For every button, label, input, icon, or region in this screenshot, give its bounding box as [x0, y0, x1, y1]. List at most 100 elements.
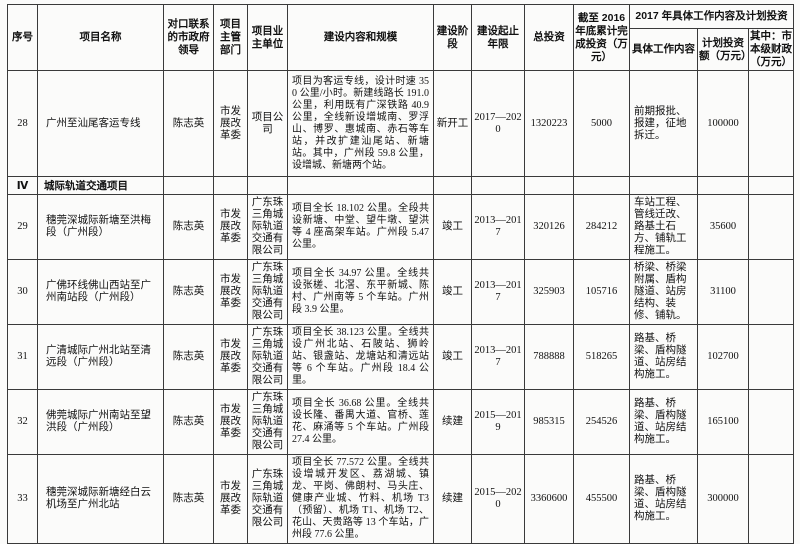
cell-content: 项目全长 77.572 公里。全线共设增城开发区、荔湖城、镇龙、平岗、佛朗村、马…	[287, 454, 434, 544]
header-plan-2017: 计划投资额（万元）	[697, 28, 749, 71]
cell-dept: 市发展改革委	[213, 324, 248, 390]
section-empty-cell	[573, 176, 630, 195]
cell-dept: 市发展改革委	[213, 259, 248, 325]
section-empty-cell	[213, 176, 248, 195]
section-empty-cell	[247, 176, 288, 195]
cell-years: 2015—2020	[471, 454, 525, 544]
cell-years: 2013—2017	[471, 194, 525, 260]
cell-total: 1320223	[524, 70, 574, 177]
cell-total: 320126	[524, 194, 574, 260]
cell-total: 325903	[524, 259, 574, 325]
cell-plan-2017: 102700	[697, 324, 749, 390]
cell-municipal-2017	[747, 454, 795, 544]
cell-owner: 项目公司	[247, 70, 288, 177]
table-row: 28 广州至汕尾客运专线 陈志英 市发展改革委 项目公司 项目为客运专线，设计时…	[7, 70, 795, 177]
cell-owner: 广东珠三角城际轨道交通有限公司	[247, 259, 288, 325]
cell-municipal-2017	[747, 194, 795, 260]
cell-invested-2016: 5000	[573, 70, 630, 177]
cell-leader: 陈志英	[163, 70, 214, 177]
header-dept: 项目主管部门	[213, 4, 248, 71]
cell-leader: 陈志英	[163, 259, 214, 325]
cell-invested-2016: 254526	[573, 389, 630, 455]
section-row: Ⅳ 城际轨道交通项目	[7, 176, 795, 195]
section-title: 城际轨道交通项目	[37, 176, 164, 195]
cell-leader: 陈志英	[163, 194, 214, 260]
table-row: 33 穗莞深城际新塘经白云机场至广州北站 陈志英 市发展改革委 广东珠三角城际轨…	[7, 454, 795, 544]
cell-leader: 陈志英	[163, 324, 214, 390]
cell-owner: 广东珠三角城际轨道交通有限公司	[247, 454, 288, 544]
cell-stage: 续建	[433, 454, 472, 544]
section-empty-cell	[524, 176, 574, 195]
header-content: 建设内容和规模	[287, 4, 434, 71]
cell-content: 项目为客运专线，设计时速 350 公里/小时。新建线路长 191.0 公里，利用…	[287, 70, 434, 177]
cell-work-2017: 路基、桥梁、盾构隧道、站房结构施工。	[629, 454, 698, 544]
header-total: 总投资	[524, 4, 574, 71]
cell-work-2017: 桥梁、桥梁附属、盾构隧道、站房结构、装修、铺轨。	[629, 259, 698, 325]
cell-project-name: 穗莞深城际新塘至洪梅段（广州段）	[37, 194, 164, 260]
header-work-2017: 具体工作内容	[629, 28, 698, 71]
cell-project-name: 广州至汕尾客运专线	[37, 70, 164, 177]
cell-plan-2017: 31100	[697, 259, 749, 325]
cell-dept: 市发展改革委	[213, 389, 248, 455]
header-row-top: 序号 项目名称 对口联系的市政府领导 项目主管部门 项目业主单位 建设内容和规模…	[7, 4, 795, 71]
cell-stage: 续建	[433, 389, 472, 455]
cell-total: 985315	[524, 389, 574, 455]
section-no: Ⅳ	[7, 176, 38, 195]
cell-content: 项目全长 38.123 公里。全线共设广州北站、石陂站、狮岭站、银盏站、龙塘站和…	[287, 324, 434, 390]
cell-stage: 竣工	[433, 194, 472, 260]
section-empty-cell	[629, 176, 698, 195]
cell-no: 33	[7, 454, 38, 544]
cell-no: 28	[7, 70, 38, 177]
cell-years: 2013—2017	[471, 259, 525, 325]
section-empty-cell	[697, 176, 749, 195]
cell-municipal-2017	[747, 259, 795, 325]
cell-project-name: 广佛环线佛山西站至广州南站段（广州段）	[37, 259, 164, 325]
table-row: 29 穗莞深城际新塘至洪梅段（广州段） 陈志英 市发展改革委 广东珠三角城际轨道…	[7, 194, 795, 260]
cell-project-name: 穗莞深城际新塘经白云机场至广州北站	[37, 454, 164, 544]
cell-leader: 陈志英	[163, 389, 214, 455]
cell-owner: 广东珠三角城际轨道交通有限公司	[247, 389, 288, 455]
cell-plan-2017: 300000	[697, 454, 749, 544]
section-empty-cell	[287, 176, 434, 195]
cell-years: 2017—2020	[471, 70, 525, 177]
cell-plan-2017: 100000	[697, 70, 749, 177]
cell-total: 788888	[524, 324, 574, 390]
cell-project-name: 广清城际广州北站至清远段（广州段）	[37, 324, 164, 390]
cell-no: 31	[7, 324, 38, 390]
header-invested-2016: 截至 2016 年底累计完成投资（万元）	[573, 4, 630, 71]
cell-owner: 广东珠三角城际轨道交通有限公司	[247, 324, 288, 390]
cell-no: 30	[7, 259, 38, 325]
cell-plan-2017: 165100	[697, 389, 749, 455]
cell-work-2017: 前期报批、报建，征地拆迁。	[629, 70, 698, 177]
cell-content: 项目全长 34.97 公里。全线共设张槎、北滘、东平新城、陈村、广州南等 5 个…	[287, 259, 434, 325]
cell-municipal-2017	[747, 389, 795, 455]
cell-municipal-2017	[747, 324, 795, 390]
cell-municipal-2017	[747, 70, 795, 177]
section-empty-cell	[433, 176, 472, 195]
cell-dept: 市发展改革委	[213, 70, 248, 177]
header-no: 序号	[7, 4, 38, 71]
cell-invested-2016: 455500	[573, 454, 630, 544]
projects-table: 序号 项目名称 对口联系的市政府领导 项目主管部门 项目业主单位 建设内容和规模…	[7, 4, 795, 544]
cell-dept: 市发展改革委	[213, 454, 248, 544]
table-row: 32 佛莞城际广州南站至望洪段（广州段） 陈志英 市发展改革委 广东珠三角城际轨…	[7, 389, 795, 455]
cell-stage: 竣工	[433, 259, 472, 325]
cell-invested-2016: 105716	[573, 259, 630, 325]
cell-stage: 新开工	[433, 70, 472, 177]
header-project-name: 项目名称	[37, 4, 164, 71]
header-stage: 建设阶段	[433, 4, 472, 71]
cell-work-2017: 路基、桥梁、盾构隧道、站房结构施工。	[629, 324, 698, 390]
cell-no: 32	[7, 389, 38, 455]
cell-years: 2013—2017	[471, 324, 525, 390]
cell-total: 3360600	[524, 454, 574, 544]
cell-invested-2016: 284212	[573, 194, 630, 260]
cell-owner: 广东珠三角城际轨道交通有限公司	[247, 194, 288, 260]
cell-stage: 竣工	[433, 324, 472, 390]
cell-project-name: 佛莞城际广州南站至望洪段（广州段）	[37, 389, 164, 455]
header-row-sub: 具体工作内容 计划投资额（万元） 其中：市本级财政（万元）	[8, 28, 795, 71]
section-empty-cell	[471, 176, 525, 195]
section-empty-cell	[747, 176, 795, 195]
cell-years: 2015—2019	[471, 389, 525, 455]
header-municipal-2017: 其中：市本级财政（万元）	[747, 28, 795, 71]
